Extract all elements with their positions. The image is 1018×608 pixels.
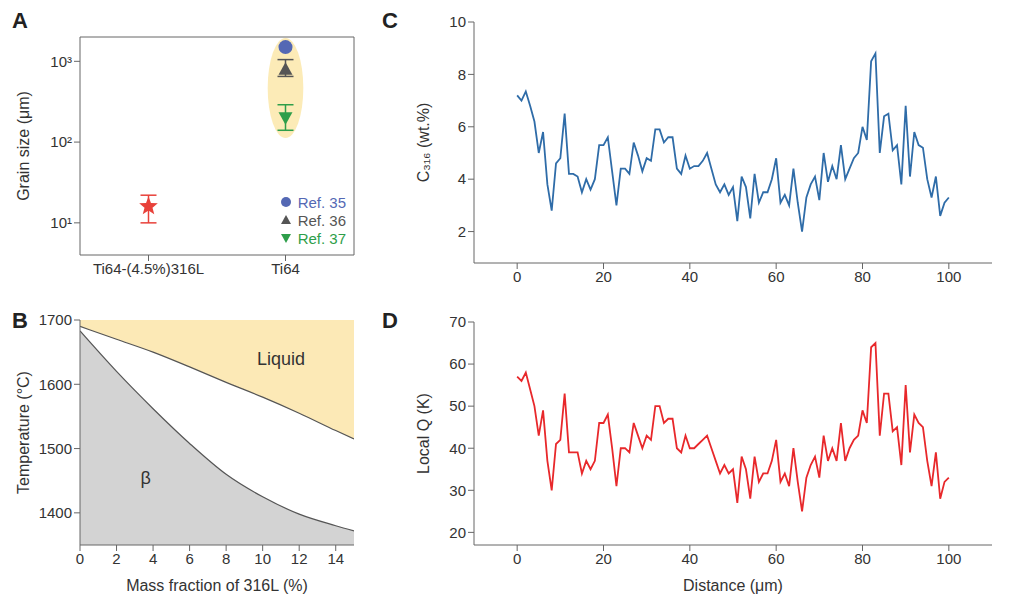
- svg-text:Ti64: Ti64: [271, 260, 300, 277]
- svg-text:1400: 1400: [39, 504, 72, 521]
- svg-text:0: 0: [76, 550, 84, 567]
- svg-text:C₃₁₆ (wt.%): C₃₁₆ (wt.%): [415, 103, 432, 183]
- svg-text:30: 30: [449, 482, 466, 499]
- svg-text:0: 0: [513, 550, 521, 567]
- svg-text:100: 100: [936, 550, 961, 567]
- html-text:A: A: [12, 8, 28, 33]
- svg-text:Mass fraction of 316L (%): Mass fraction of 316L (%): [126, 577, 308, 594]
- svg-text:6: 6: [185, 550, 193, 567]
- svg-text:80: 80: [854, 268, 871, 285]
- html-text:Ref. 35: Ref. 35: [297, 193, 346, 211]
- svg-text:β: β: [141, 468, 151, 488]
- svg-text:50: 50: [449, 397, 466, 414]
- svg-text:1700: 1700: [39, 311, 72, 328]
- svg-text:80: 80: [854, 550, 871, 567]
- svg-text:20: 20: [595, 550, 612, 567]
- html-text:D: D: [382, 308, 398, 333]
- svg-text:2: 2: [112, 550, 120, 567]
- svg-text:40: 40: [449, 440, 466, 457]
- svg-text:1500: 1500: [39, 440, 72, 457]
- svg-text:Liquid: Liquid: [257, 349, 305, 369]
- html-text:B: B: [12, 308, 28, 333]
- svg-text:60: 60: [768, 550, 785, 567]
- svg-text:100: 100: [936, 268, 961, 285]
- html-text:Ref. 37: Ref. 37: [297, 229, 346, 247]
- svg-text:Distance (μm): Distance (μm): [683, 577, 783, 594]
- svg-text:4: 4: [458, 170, 466, 187]
- svg-text:10³: 10³: [50, 53, 72, 70]
- svg-text:Grain size (μm): Grain size (μm): [15, 91, 32, 201]
- svg-text:6: 6: [458, 118, 466, 135]
- svg-text:40: 40: [681, 550, 698, 567]
- svg-text:10¹: 10¹: [50, 214, 72, 231]
- svg-text:20: 20: [595, 268, 612, 285]
- svg-text:Ti64-(4.5%)316L: Ti64-(4.5%)316L: [93, 260, 204, 277]
- svg-text:8: 8: [222, 550, 230, 567]
- svg-text:10²: 10²: [50, 133, 72, 150]
- svg-text:12: 12: [291, 550, 308, 567]
- svg-text:8: 8: [458, 66, 466, 83]
- html-text:C: C: [382, 8, 398, 33]
- svg-text:4: 4: [149, 550, 157, 567]
- svg-text:2: 2: [458, 223, 466, 240]
- svg-text:70: 70: [449, 313, 466, 330]
- svg-text:40: 40: [681, 268, 698, 285]
- svg-text:60: 60: [449, 355, 466, 372]
- html-text:Ref. 36: Ref. 36: [297, 211, 346, 229]
- svg-text:10: 10: [254, 550, 271, 567]
- svg-text:60: 60: [768, 268, 785, 285]
- svg-text:1600: 1600: [39, 376, 72, 393]
- svg-text:20: 20: [449, 524, 466, 541]
- svg-text:14: 14: [327, 550, 344, 567]
- svg-text:0: 0: [513, 268, 521, 285]
- svg-text:Temperature (°C): Temperature (°C): [15, 371, 32, 494]
- svg-text:10: 10: [449, 13, 466, 30]
- svg-text:Local Q (K): Local Q (K): [415, 393, 432, 474]
